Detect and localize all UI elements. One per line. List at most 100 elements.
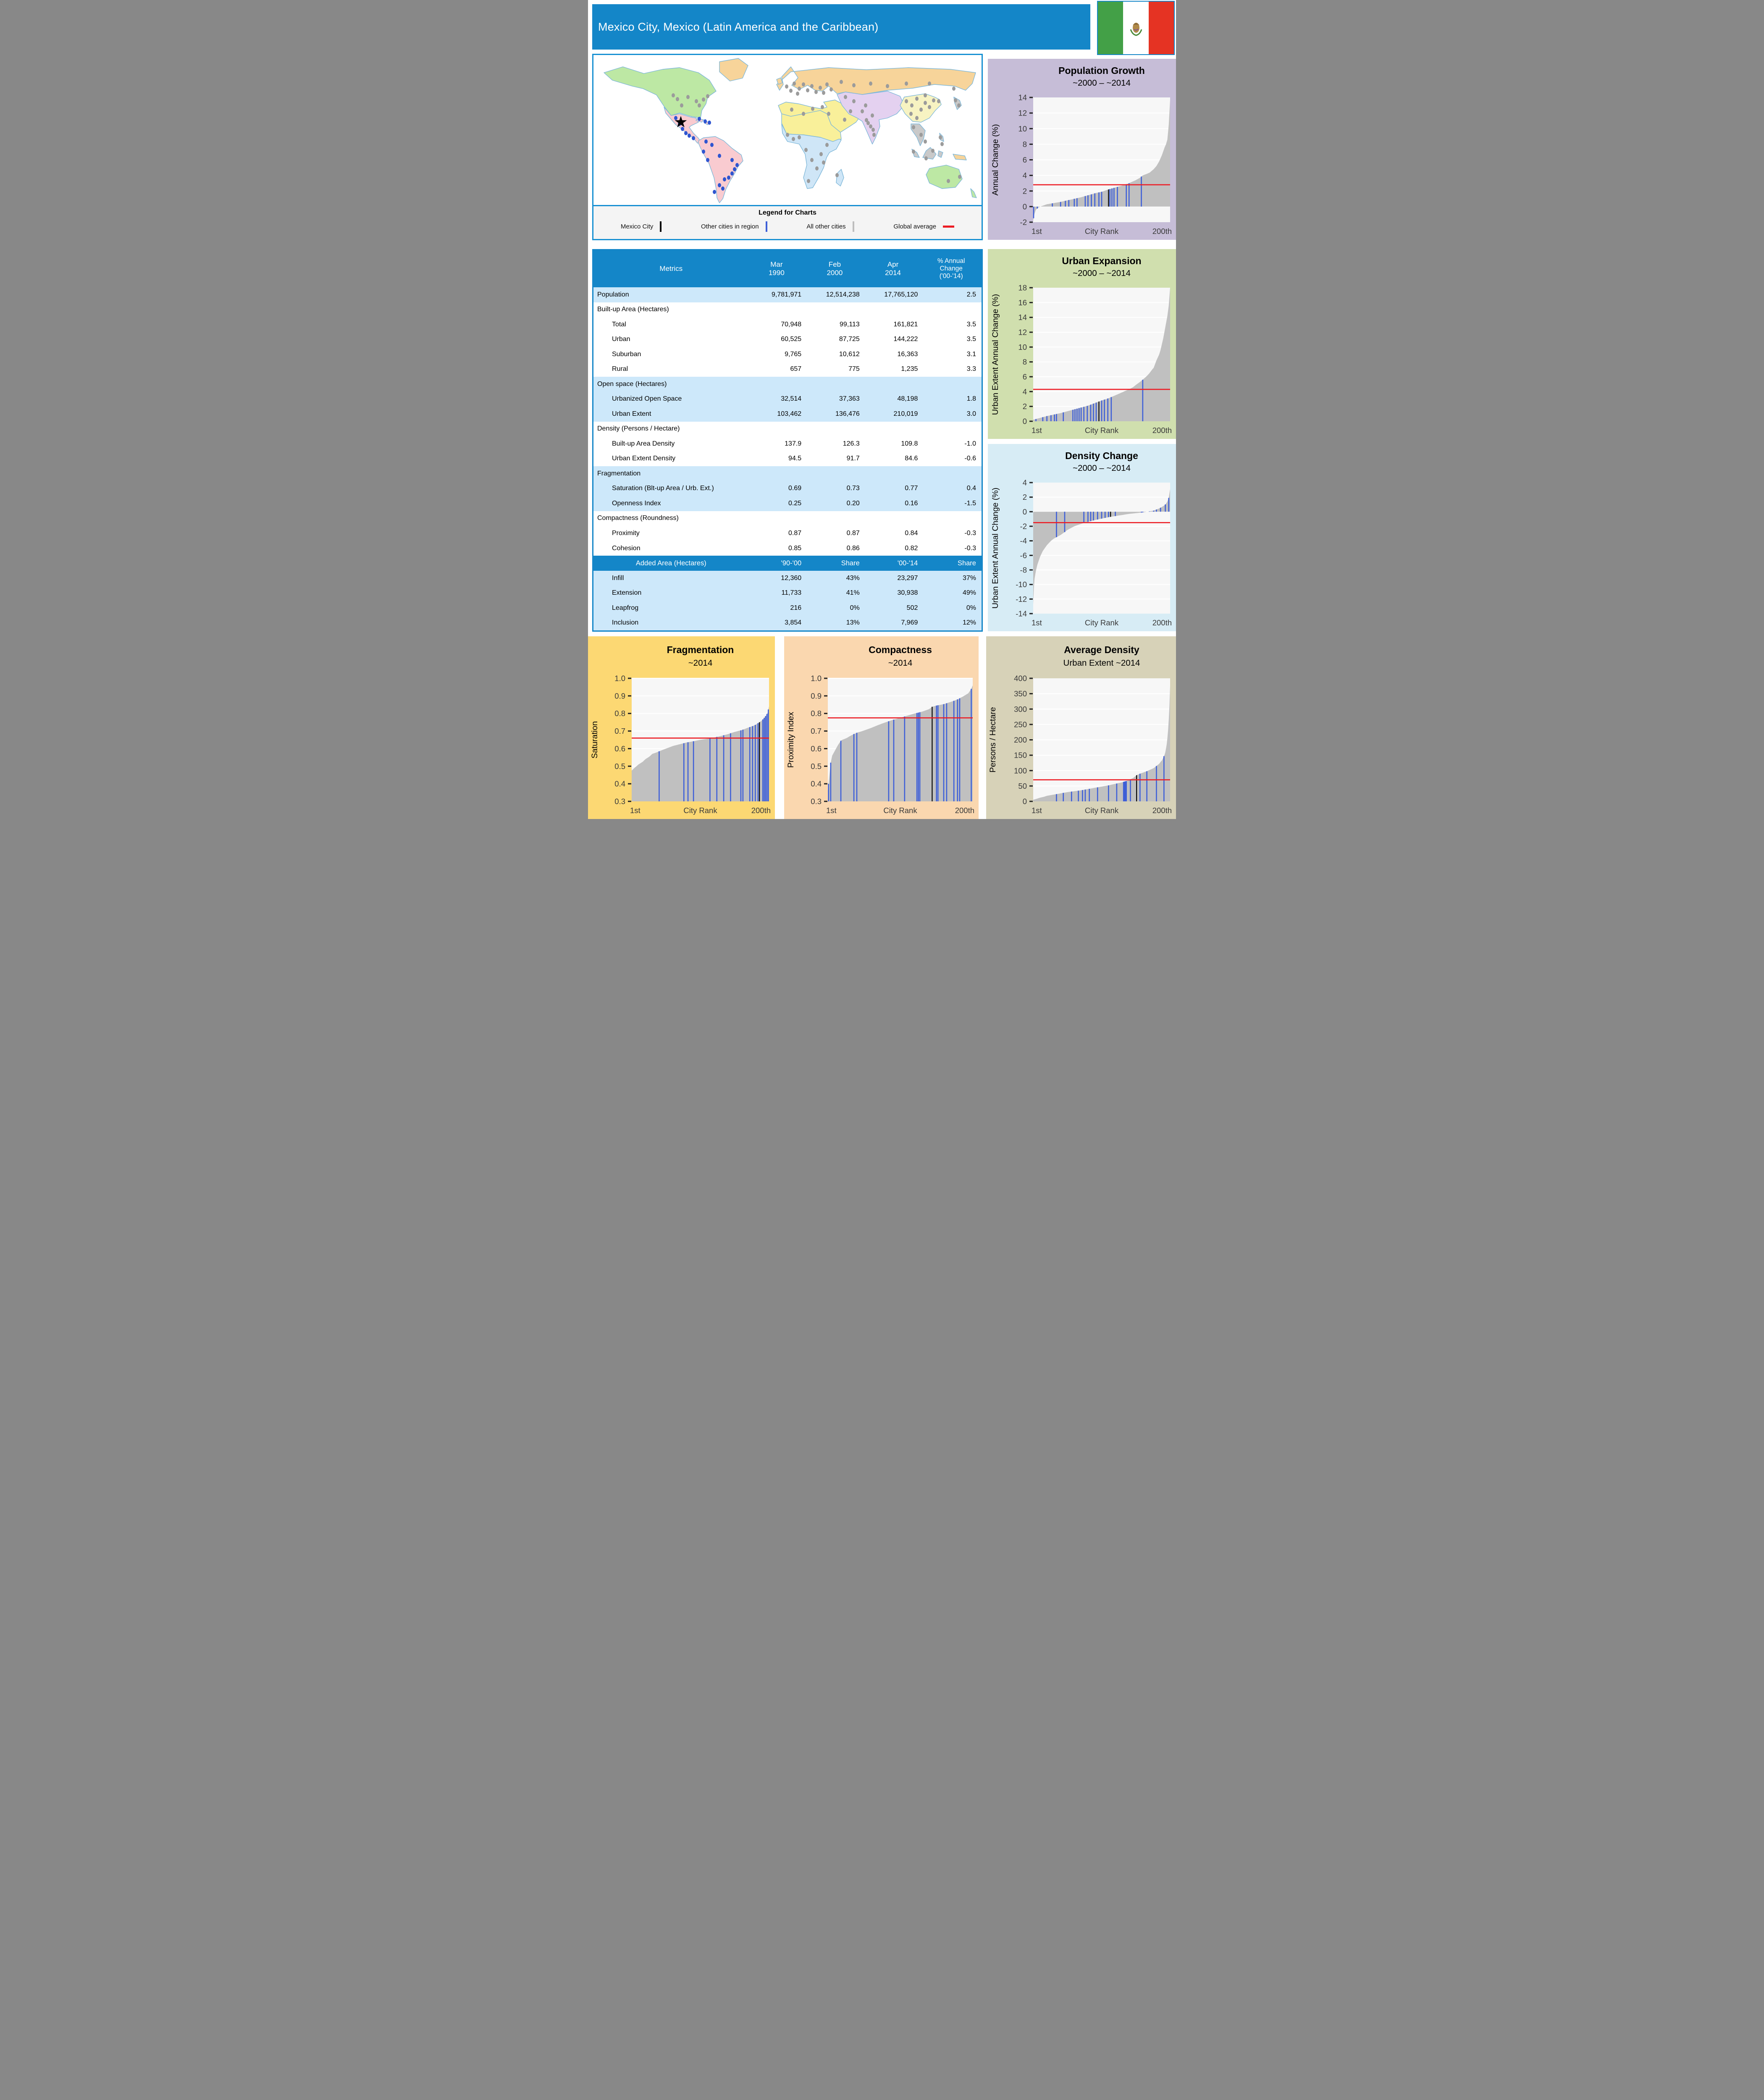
table-row: Built-up Area Density 137.9 126.3 109.8 -1.0	[593, 436, 982, 452]
table-row: Leapfrog 216 0% 502 0%	[593, 600, 982, 616]
row-value: 37%	[962, 574, 976, 582]
table-row: Density (Persons / Hectare)	[593, 421, 982, 437]
map-city-dot-other	[952, 87, 956, 91]
city-report-page: Mexico City, Mexico (Latin America and t…	[588, 0, 1176, 819]
row-value: 99,113	[840, 320, 860, 328]
svg-text:100: 100	[1014, 766, 1027, 775]
row-value: 94.5	[788, 455, 802, 462]
row-value: 87,725	[839, 336, 860, 343]
y-axis-label: Annual Change (%)	[991, 124, 1000, 195]
row-value: -0.3	[964, 544, 976, 552]
urban-expansion-chart: Urban Expansion ~2000 – ~2014 0 2 4 6 8 10 12 14 1…	[988, 249, 1176, 439]
row-label: Suburban	[612, 350, 641, 358]
row-value: 216	[790, 604, 802, 612]
map-city-dot-region	[718, 183, 721, 187]
row-value: 37,363	[839, 395, 860, 403]
legend-title: Legend for Charts	[759, 209, 816, 216]
row-value: 91.7	[846, 455, 860, 462]
row-label: Extension	[612, 589, 642, 597]
svg-text:300: 300	[1014, 705, 1027, 714]
map-city-dot-other	[672, 93, 675, 97]
row-value: 13%	[846, 619, 860, 627]
map-city-dot-other	[919, 133, 923, 137]
map-city-dot-region	[698, 117, 701, 121]
row-label: Cohesion	[612, 544, 640, 552]
map-city-dot-other	[695, 99, 698, 103]
map-city-dot-other	[686, 95, 690, 99]
row-value: 0.25	[788, 499, 802, 507]
y-axis-label: Urban Extent Annual Change (%)	[991, 294, 1000, 415]
row-value: 0%	[850, 604, 860, 612]
map-region-sulawesi	[937, 150, 943, 158]
svg-text:2: 2	[1023, 493, 1027, 501]
svg-text:0: 0	[1023, 797, 1027, 806]
legend-swatch-bar-icon	[765, 221, 767, 232]
row-value: 32,514	[781, 395, 802, 403]
chart-legend: Legend for Charts Mexico City Other citie…	[593, 205, 982, 239]
map-city-dot-other	[698, 103, 701, 108]
row-label: Inclusion	[612, 619, 639, 627]
table-row: Inclusion 3,854 13% 7,969 12%	[593, 615, 982, 630]
map-city-dot-other	[905, 81, 908, 86]
row-value: 41%	[846, 589, 860, 597]
row-value: 103,462	[777, 410, 802, 417]
map-city-dot-region	[733, 167, 736, 171]
map-region-australia	[926, 165, 963, 189]
svg-text:0.6: 0.6	[811, 744, 822, 753]
row-value: 0.84	[905, 530, 918, 537]
map-city-dot-other	[852, 99, 856, 103]
row-label: Built-up Area Density	[612, 440, 675, 447]
row-label: Built-up Area (Hectares)	[597, 306, 669, 313]
legend-swatch-bar-icon	[660, 221, 662, 232]
svg-text:-14: -14	[1016, 609, 1027, 618]
map-city-dot-other	[802, 82, 805, 87]
metrics-table: Metrics Mar 1990 Feb 2000 Apr 2014 % Annual Chan…	[592, 249, 983, 632]
map-city-dot-other	[819, 86, 822, 90]
map-city-dot-region	[704, 139, 708, 144]
chart-title: Compactness	[869, 644, 932, 655]
map-city-dot-other	[821, 105, 824, 109]
row-value: 0.85	[788, 544, 802, 552]
map-city-dot-other	[937, 99, 940, 103]
map-city-dot-other	[866, 121, 870, 125]
map-city-dot-other	[802, 112, 805, 116]
table-row: Rural 657 775 1,235 3.3	[593, 362, 982, 377]
x-axis-last-label: 200th	[1152, 426, 1172, 435]
chart-title: Density Change	[1065, 450, 1138, 461]
svg-text:-2: -2	[1020, 218, 1027, 227]
chart-subtitle: ~2014	[688, 658, 713, 668]
svg-text:10: 10	[1018, 124, 1027, 133]
table-row: Openness Index 0.25 0.20 0.16 -1.5	[593, 496, 982, 511]
map-city-dot-region	[721, 186, 724, 191]
svg-text:-6: -6	[1020, 551, 1027, 560]
average-density-chart: Average Density Urban Extent ~2014 0 50 100 1…	[986, 636, 1176, 819]
map-city-dot-region	[723, 177, 726, 181]
y-axis-label: Urban Extent Annual Change (%)	[991, 488, 1000, 609]
table-row: Cohesion 0.85 0.86 0.82 -0.3	[593, 541, 982, 556]
table-row: Urban Extent 103,462 136,476 210,019 3.0	[593, 407, 982, 422]
row-value: 3.5	[966, 336, 976, 343]
svg-text:12: 12	[1018, 109, 1027, 118]
map-star-mexico-city-icon	[675, 116, 687, 128]
map-city-dot-region	[704, 119, 707, 123]
map-city-dot-other	[680, 103, 683, 108]
svg-text:0.4: 0.4	[811, 780, 822, 788]
row-value: 126.3	[843, 440, 860, 447]
map-city-dot-other	[822, 91, 825, 95]
row-value: 0.20	[846, 499, 860, 507]
table-row: Compactness (Roundness)	[593, 511, 982, 526]
table-header-metrics: Metrics	[659, 265, 683, 273]
chart-subtitle: Urban Extent ~2014	[1063, 658, 1140, 668]
row-label: Urban	[612, 336, 630, 343]
x-axis-label: City Rank	[683, 806, 717, 815]
map-city-dot-other	[804, 148, 808, 152]
row-value: 0.73	[846, 485, 860, 492]
map-city-dot-other	[798, 87, 801, 91]
row-value: 775	[848, 365, 860, 373]
map-city-dot-other	[865, 118, 868, 122]
row-value: 84.6	[905, 455, 918, 462]
map-city-dot-other	[852, 83, 856, 87]
row-label: Total	[612, 320, 626, 328]
legend-items: Mexico City Other cities in region All oth…	[593, 221, 982, 232]
table-header-col: Apr 2014	[885, 260, 901, 277]
